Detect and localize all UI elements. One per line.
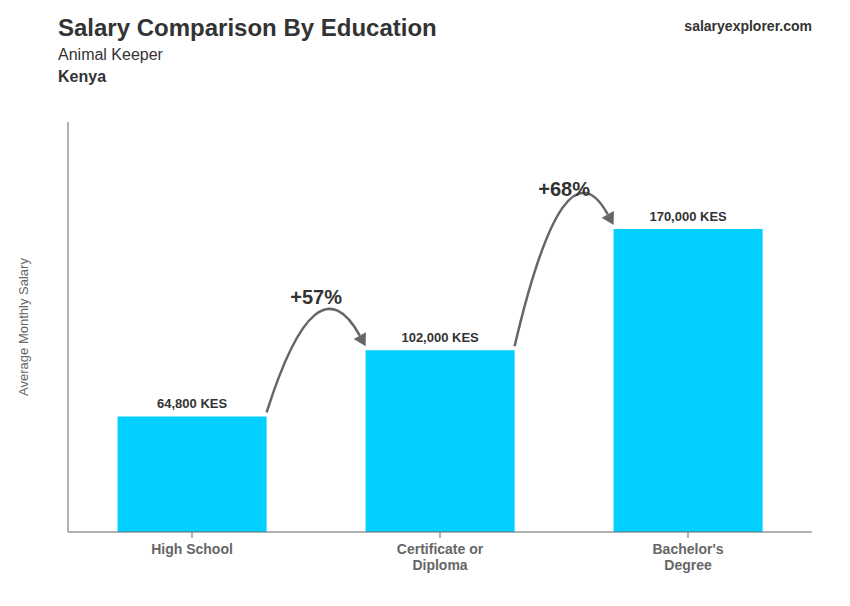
svg-text:102,000 KES: 102,000 KES [401, 330, 479, 345]
svg-text:High School: High School [151, 541, 233, 557]
svg-text:+57%: +57% [290, 286, 342, 308]
svg-text:Average Monthly Salary: Average Monthly Salary [16, 258, 31, 396]
html-text:Kenya: Kenya [58, 68, 106, 85]
svg-text:170,000 KES: 170,000 KES [649, 209, 727, 224]
svg-text:64,800 KES: 64,800 KES [157, 396, 227, 411]
svg-text:Bachelor'sDegree: Bachelor'sDegree [652, 541, 723, 573]
html-text:Salary Comparison By Education: Salary Comparison By Education [58, 14, 437, 41]
svg-text:Certificate orDiploma: Certificate orDiploma [397, 541, 484, 573]
html-text:Animal Keeper: Animal Keeper [58, 46, 163, 63]
svg-text:+68%: +68% [538, 178, 590, 200]
html-text:salaryexplorer.com: salaryexplorer.com [684, 18, 812, 34]
